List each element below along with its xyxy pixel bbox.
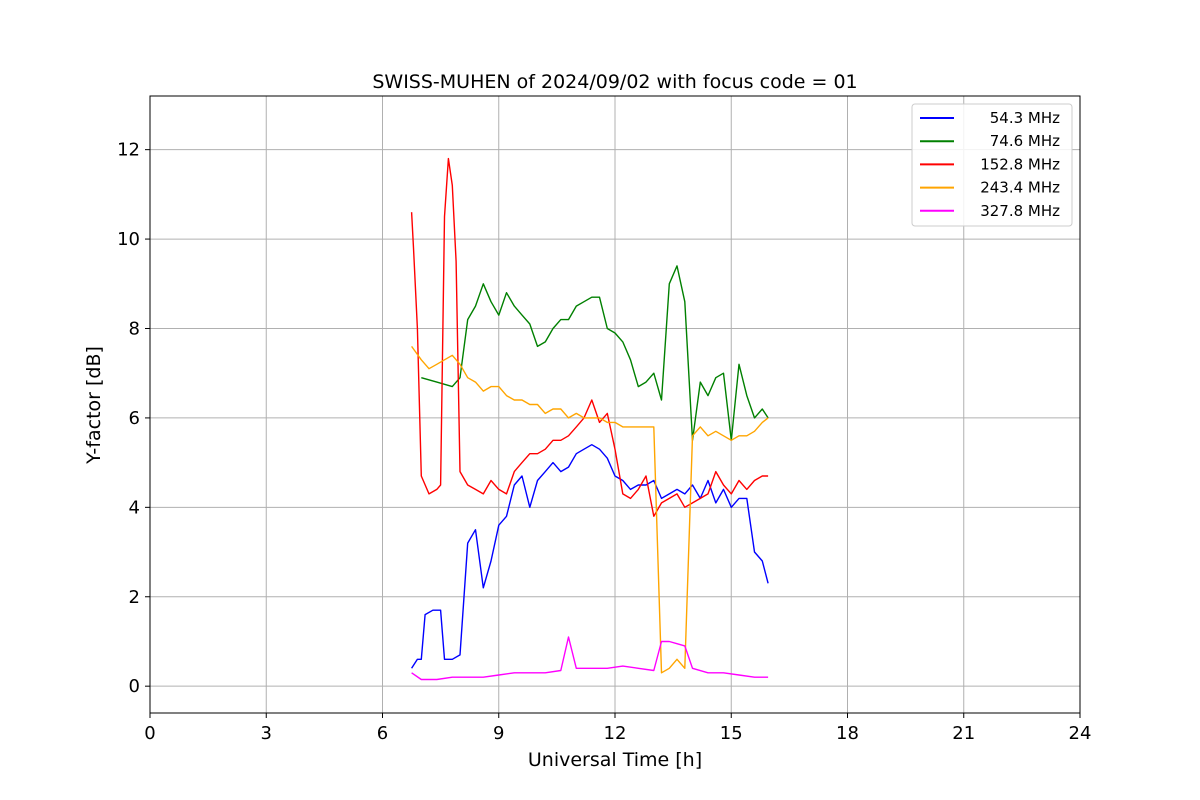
series-line-243-4-mhz: [411, 345, 769, 674]
legend-box: [911, 103, 1073, 227]
chart-title: SWISS-MUHEN of 2024/09/02 with focus cod…: [372, 71, 857, 93]
y-tick-label: 2: [129, 587, 140, 608]
y-tick-label: 10: [117, 229, 140, 250]
legend-label: 74.6 MHz: [990, 132, 1060, 150]
series-line-152-8-mhz: [410, 157, 769, 517]
y-tick-label: 6: [129, 408, 140, 429]
y-tick-label: 0: [129, 676, 140, 697]
x-tick-label: 6: [377, 723, 388, 744]
series-line-74-6-mhz: [421, 265, 769, 441]
x-tick-label: 15: [720, 723, 743, 744]
legend: 54.3 MHz 74.6 MHz 152.8 MHz 243.4 MHz 327.8 …: [911, 103, 1073, 227]
legend-label: 327.8 MHz: [980, 202, 1060, 220]
series-line-54-3-mhz: [411, 444, 769, 669]
series-group: [410, 157, 769, 681]
series-line-327-8-mhz: [411, 636, 769, 681]
y-tick-label: 12: [117, 140, 140, 161]
x-tick-label: 24: [1069, 723, 1092, 744]
x-tick-label: 18: [836, 723, 859, 744]
legend-label: 54.3 MHz: [990, 109, 1060, 127]
y-axis: 0 2 4 6 8 10 12: [117, 140, 150, 697]
x-tick-label: 21: [952, 723, 975, 744]
y-axis-label: Y-factor [dB]: [83, 346, 105, 465]
x-tick-label: 3: [261, 723, 272, 744]
x-tick-label: 12: [604, 723, 627, 744]
x-axis: 0 3 6 9 12 15 18 21 24: [144, 713, 1091, 744]
legend-label: 152.8 MHz: [980, 155, 1060, 173]
x-tick-label: 0: [144, 723, 155, 744]
legend-label: 243.4 MHz: [980, 179, 1060, 197]
x-tick-label: 9: [493, 723, 504, 744]
x-axis-label: Universal Time [h]: [528, 749, 702, 771]
y-tick-label: 4: [129, 497, 140, 518]
y-tick-label: 8: [129, 318, 140, 339]
